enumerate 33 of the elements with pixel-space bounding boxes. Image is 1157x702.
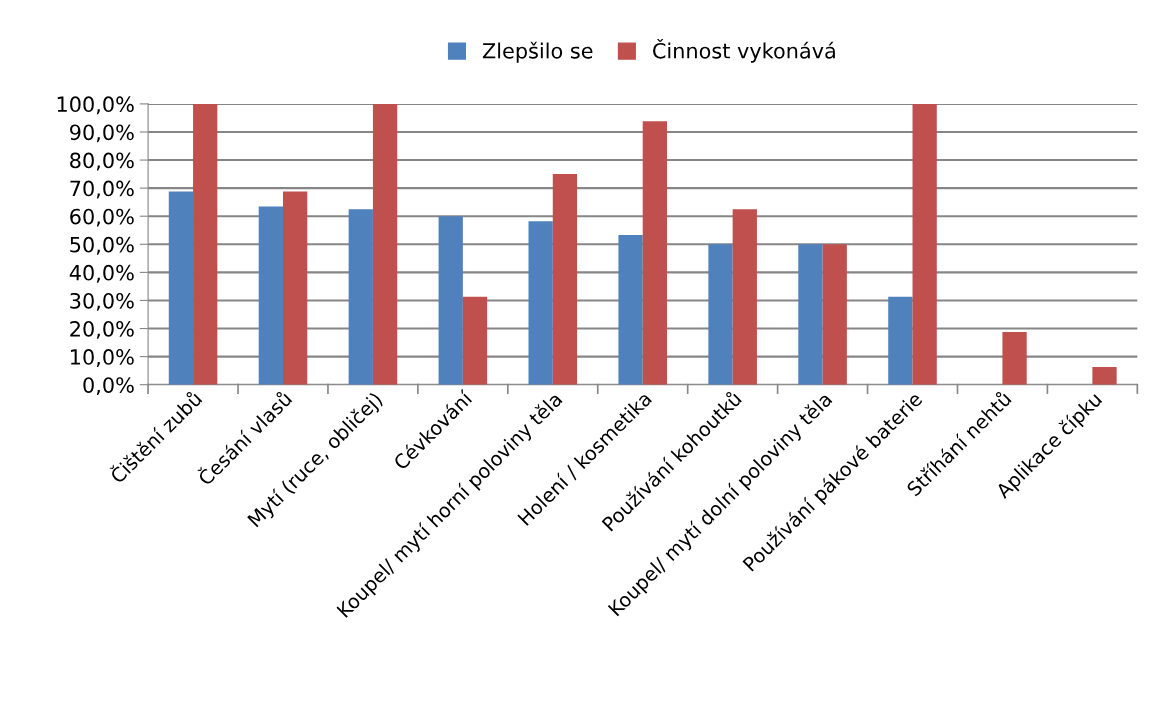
bar — [282, 191, 308, 385]
bar — [888, 296, 913, 385]
bar — [642, 121, 667, 385]
bar — [438, 216, 463, 385]
y-tick-label: 30,0% — [70, 292, 134, 311]
bar — [462, 296, 488, 385]
y-tick-label: 80,0% — [70, 152, 134, 171]
bar — [193, 103, 218, 385]
bar — [822, 244, 847, 385]
y-tick-label: 50,0% — [70, 236, 134, 255]
y-tick-label: 90,0% — [70, 124, 134, 143]
bar — [1092, 367, 1117, 385]
bar — [168, 191, 194, 385]
legend-label: Zlepšilo se — [482, 41, 593, 63]
bar — [732, 209, 757, 385]
bar — [258, 206, 283, 385]
bar — [348, 209, 373, 385]
bar — [618, 235, 643, 385]
bar — [528, 221, 553, 385]
y-tick-label: 40,0% — [69, 264, 134, 283]
bar — [372, 103, 398, 385]
y-tick-label: 0,0% — [83, 377, 134, 396]
bar — [1002, 331, 1027, 385]
bar — [798, 244, 823, 385]
y-tick-label: 20,0% — [70, 320, 134, 339]
bar — [708, 244, 733, 385]
y-tick-label: 70,0% — [70, 180, 134, 199]
bar — [912, 103, 937, 385]
legend-label: Činnost vykonává — [653, 39, 835, 63]
bar — [552, 174, 578, 385]
y-tick-label: 100,0% — [57, 96, 134, 115]
y-tick-label: 60,0% — [70, 208, 134, 227]
y-tick-label: 10,0% — [71, 349, 134, 367]
